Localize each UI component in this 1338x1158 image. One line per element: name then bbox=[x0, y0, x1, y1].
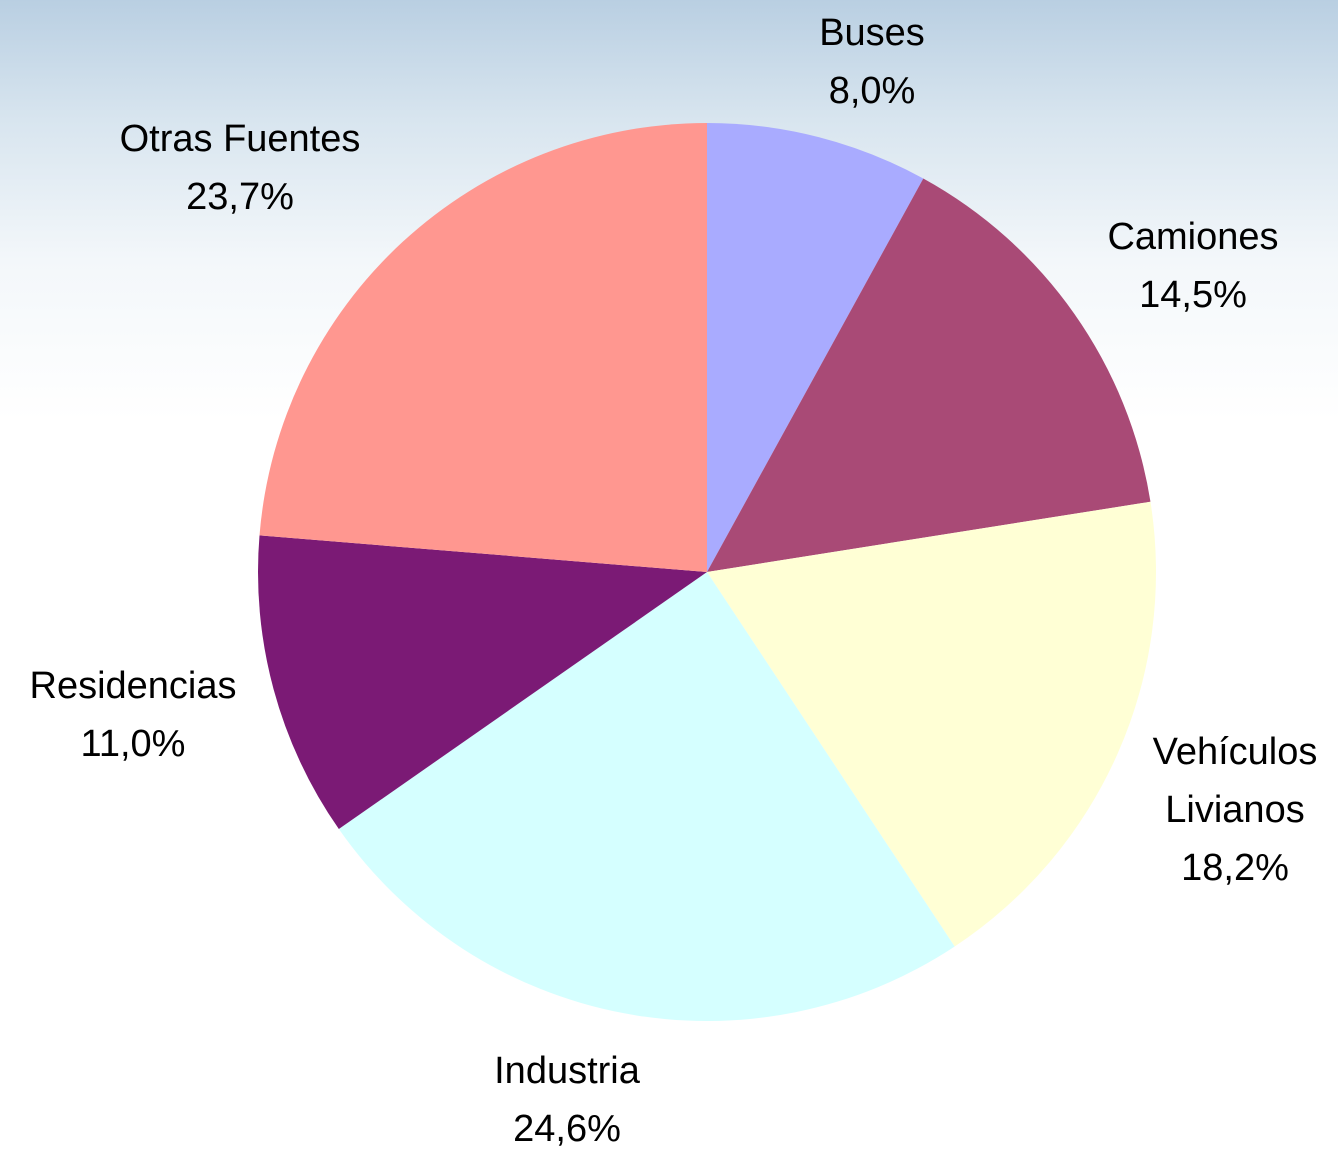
value-label: 11,0% bbox=[0, 715, 273, 773]
page: {"chart_data": {"type": "pie", "categori… bbox=[0, 0, 1338, 1150]
category-label: Camiones bbox=[1063, 208, 1323, 266]
category-label: Industria bbox=[437, 1042, 697, 1100]
category-label: Buses bbox=[772, 4, 972, 62]
value-label: 23,7% bbox=[80, 168, 400, 226]
category-label: Vehículos Livianos bbox=[1125, 723, 1338, 839]
value-label: 8,0% bbox=[772, 62, 972, 120]
value-label: 14,5% bbox=[1063, 266, 1323, 324]
category-label: Otras Fuentes bbox=[80, 110, 400, 168]
value-label: 18,2% bbox=[1125, 839, 1338, 897]
value-label: 24,6% bbox=[437, 1100, 697, 1158]
category-label: Residencias bbox=[0, 657, 273, 715]
